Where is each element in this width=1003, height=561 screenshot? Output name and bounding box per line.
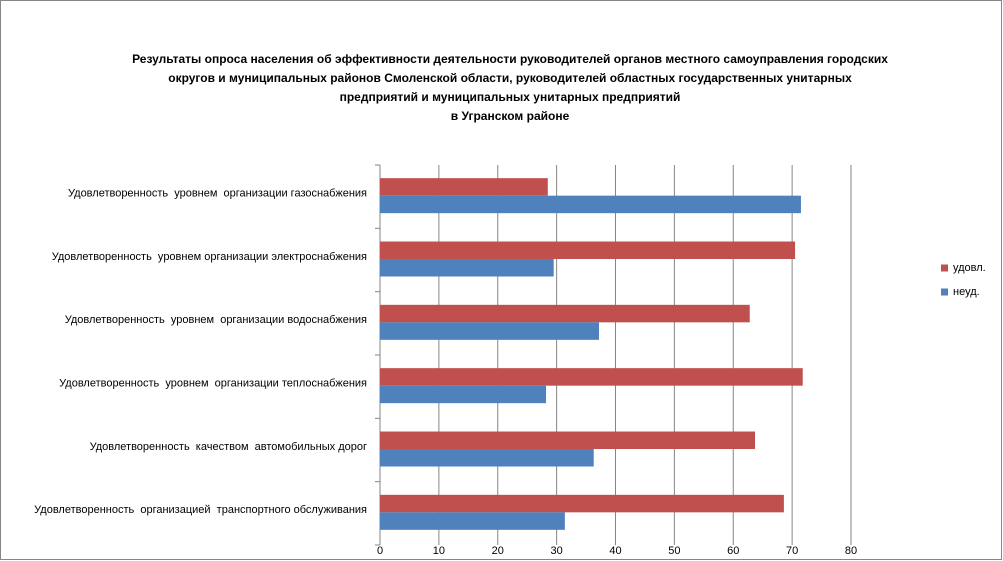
legend-swatch bbox=[941, 288, 948, 296]
y-tick-label: Удовлетворенность уровнем организации во… bbox=[65, 314, 367, 326]
x-tick-label: 30 bbox=[551, 545, 563, 557]
chart-title: предприятий и муниципальных унитарных пр… bbox=[340, 90, 681, 104]
y-tick-label: Удовлетворенность качеством автомобильны… bbox=[90, 441, 367, 453]
x-tick-label: 20 bbox=[492, 545, 504, 557]
y-tick-label: Удовлетворенность уровнем организации га… bbox=[68, 188, 367, 200]
bar bbox=[380, 178, 548, 196]
bar bbox=[380, 512, 565, 530]
bar bbox=[380, 368, 803, 386]
x-tick-label: 70 bbox=[786, 545, 798, 557]
chart-title: округов и муниципальных районов Смоленск… bbox=[168, 71, 852, 85]
x-tick-label: 0 bbox=[377, 545, 383, 557]
legend-swatch bbox=[941, 264, 948, 272]
bar bbox=[380, 494, 784, 513]
legend-label: неуд. bbox=[953, 286, 980, 298]
chart-title: Результаты опроса населения об эффективн… bbox=[132, 52, 888, 66]
x-tick-label: 10 bbox=[433, 545, 445, 557]
y-tick-label: Удовлетворенность уровнем организации эл… bbox=[52, 251, 367, 263]
x-tick-label: 50 bbox=[668, 545, 680, 557]
bar bbox=[380, 304, 750, 323]
bar bbox=[380, 431, 756, 449]
bar bbox=[380, 259, 554, 277]
legend-label: удовл. bbox=[953, 262, 986, 274]
bar bbox=[380, 449, 594, 467]
y-tick-label: Удовлетворенность уровнем организации те… bbox=[59, 378, 367, 390]
x-tick-label: 60 bbox=[727, 545, 739, 557]
bar bbox=[380, 385, 547, 404]
x-tick-label: 80 bbox=[845, 545, 857, 557]
bar bbox=[380, 322, 600, 340]
chart-title: в Угранском районе bbox=[451, 109, 570, 123]
bar bbox=[380, 195, 801, 214]
y-tick-label: Удовлетворенность организацией транспорт… bbox=[34, 504, 367, 516]
bar bbox=[380, 241, 796, 259]
x-tick-label: 40 bbox=[609, 545, 621, 557]
